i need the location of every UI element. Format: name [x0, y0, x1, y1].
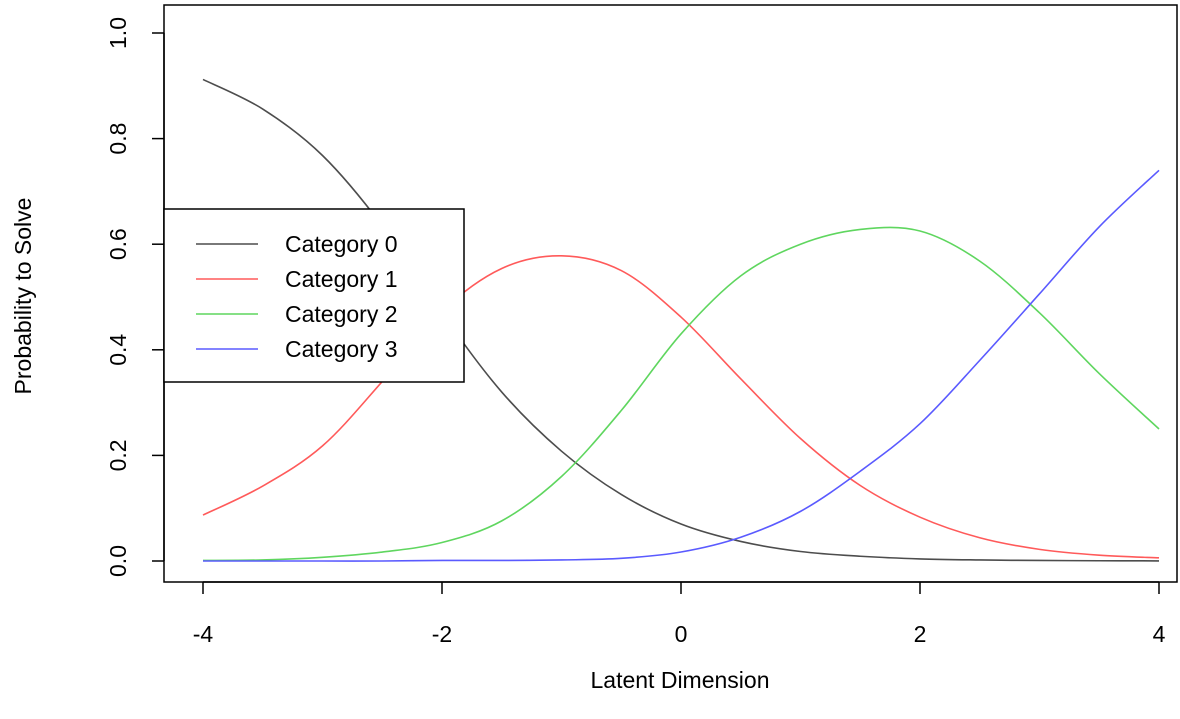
- legend-items: Category 0 Category 1 Category 2 Category 3: [196, 231, 398, 362]
- y-tick-label: 0.2: [105, 439, 131, 471]
- legend-label: Category 0: [285, 231, 398, 257]
- series-line-category-2: [202, 226, 1160, 562]
- y-tick-label: 1.0: [105, 17, 131, 49]
- x-axis-title: Latent Dimension: [591, 667, 770, 693]
- x-tick-label: 2: [914, 621, 927, 647]
- y-tick-label: 0.6: [105, 228, 131, 260]
- y-ticks: 0.0 0.2 0.4 0.6 0.8 1.0: [105, 17, 164, 577]
- y-tick-label: 0.8: [105, 123, 131, 155]
- x-tick-label: -4: [193, 621, 214, 647]
- series-line-category-3: [203, 169, 1160, 562]
- legend-label: Category 1: [285, 266, 398, 292]
- y-tick-label: 0.4: [105, 334, 131, 366]
- legend-label: Category 3: [285, 336, 398, 362]
- series-lines: [202, 78, 1160, 562]
- legend-box: [163, 208, 465, 383]
- series-line-category-1: [202, 255, 1160, 559]
- series-line-category-0: [202, 78, 1160, 562]
- x-ticks: -4 -2 0 2 4: [193, 582, 1166, 647]
- x-tick-label: 0: [675, 621, 688, 647]
- x-tick-label: -2: [432, 621, 452, 647]
- y-axis-title: Probability to Solve: [10, 198, 36, 395]
- legend-label: Category 2: [285, 301, 398, 327]
- legend: Category 0 Category 1 Category 2 Category 3: [163, 208, 465, 383]
- y-tick-label: 0.0: [105, 545, 131, 577]
- x-tick-label: 4: [1153, 621, 1166, 647]
